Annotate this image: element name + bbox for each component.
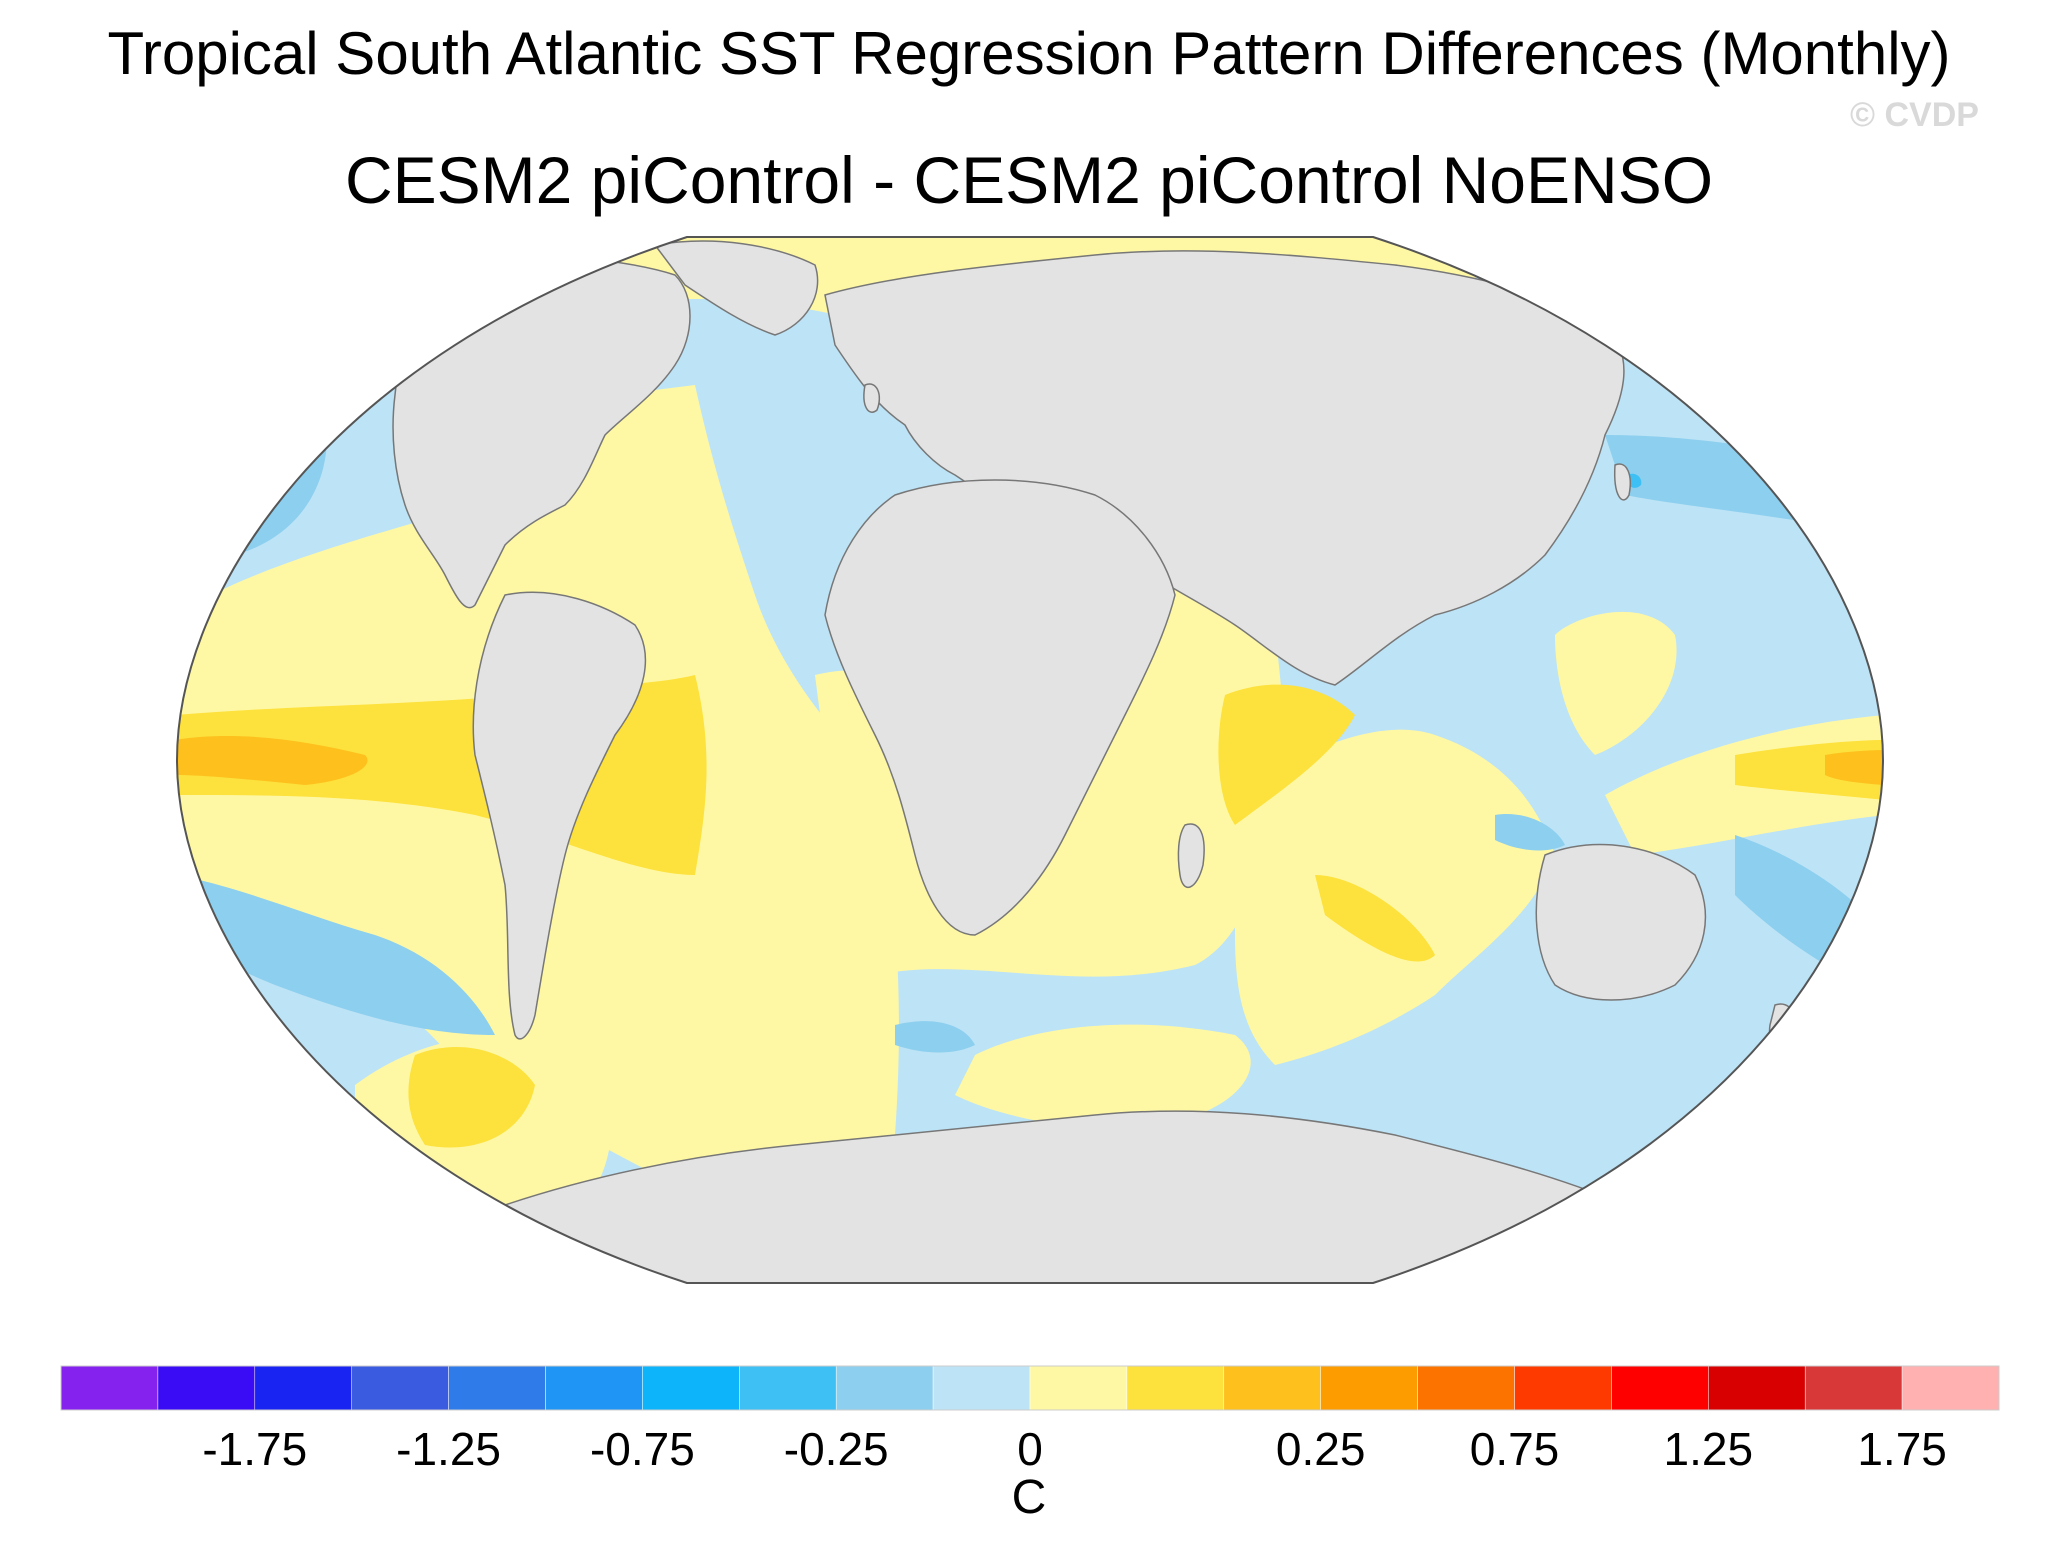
colorbar-box [1901,1365,2000,1411]
plot-subtitle: CESM2 piControl - CESM2 piControl NoENSO [344,143,1714,217]
colorbar-box [545,1365,643,1411]
south-indian-warm-streak [1315,875,1435,962]
colorbar-box [1611,1365,1709,1411]
colorbar-tick-label: 1.75 [1857,1423,1947,1470]
west-pacific-orange-core [1825,750,1883,785]
africa-land [824,479,1176,936]
japan-land [1614,463,1631,501]
indian-ocean-warm-zone [1235,729,1555,1065]
south-america-land [472,591,647,1040]
colorbar-units-label: C [1011,1471,1047,1524]
colorbar-box [835,1365,934,1411]
south-atlantic-cool-patch [895,1021,975,1053]
greenland-land [653,240,819,336]
colorbar-box [642,1365,740,1411]
colorbar-box [1708,1365,1806,1411]
colorbar: -1.75 -1.25 -0.75 -0.25 0 0.25 0.75 1.25 1.75 [60,1365,2000,1470]
colorbar-box [1514,1365,1612,1411]
madagascar-land [1177,823,1205,888]
east-asia-warm-zone [1555,611,1677,755]
colorbar-tick-label: -1.75 [202,1423,307,1470]
colorbar-box [351,1365,449,1411]
colorbar-box [60,1365,159,1411]
colorbar-tick-label: 0 [1017,1423,1043,1470]
colorbar-tick-label: 0.75 [1470,1423,1560,1470]
west-indian-warm-band [1218,684,1355,825]
plot-title: Tropical South Atlantic SST Regression P… [107,20,1951,87]
colorbar-box [932,1365,1031,1411]
pacific-equatorial-warm-core [177,735,368,785]
colorbar-box [1804,1365,1903,1411]
colorbar-box [1126,1365,1225,1411]
colorbar-box [1320,1365,1418,1411]
colorbar-box [254,1365,352,1411]
globe-outline [175,236,1885,1284]
colorbar-tick-label: 0.25 [1276,1423,1366,1470]
indonesian-cool-patch [1495,814,1565,851]
colorbar-boxes [60,1365,2000,1411]
colorbar-tick-label: -0.25 [784,1423,889,1470]
colorbar-box [448,1365,546,1411]
colorbar-tick-label: 1.25 [1664,1423,1754,1470]
southern-indian-warm-zone [955,1024,1251,1128]
colorbar-tick-label: -0.75 [590,1423,695,1470]
colorbar-box [1417,1365,1515,1411]
colorbar-tick-label: -1.25 [396,1423,501,1470]
antarctica-land [504,1110,1626,1283]
colorbar-box [739,1365,837,1411]
colorbar-tick-labels: -1.75 -1.25 -0.75 -0.25 0 0.25 0.75 1.25 1.75 [202,1423,1946,1470]
south-pacific-warm-patch [408,1046,535,1148]
british-isles-land [863,383,881,413]
cvdp-watermark: © CVDP [1850,96,1979,134]
colorbar-box [1029,1365,1128,1411]
australia-land [1535,843,1707,1001]
south-pacific-cool-zone [177,875,495,1035]
new-zealand-land [1768,1003,1795,1045]
sst-difference-map [175,236,1885,1284]
colorbar-box [157,1365,256,1411]
colorbar-box [1223,1365,1321,1411]
colorbar-outline [60,1365,2000,1411]
